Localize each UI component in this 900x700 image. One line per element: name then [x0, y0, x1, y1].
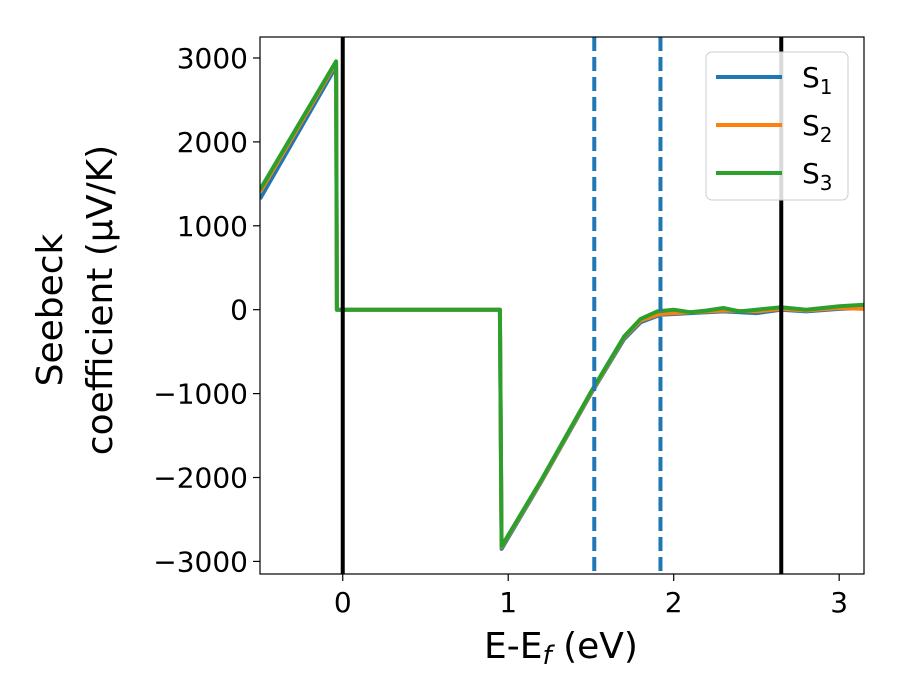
x-tick-label: 3 [830, 586, 848, 619]
x-tick-label: 1 [499, 586, 517, 619]
legend: S1 S2 S3 [705, 51, 849, 201]
legend-label-3: S3 [802, 157, 833, 195]
y-axis-label-line2: coefficient (μV/K) [80, 145, 121, 455]
y-tick-label: −1000 [153, 378, 248, 411]
legend-label-1: S1 [802, 61, 833, 99]
y-tick-label: −3000 [153, 545, 248, 578]
y-tick-label: −2000 [153, 462, 248, 495]
y-tick-label: 1000 [177, 210, 248, 243]
axes: 0 1 2 3 3000 2000 1000 0 −1000 −2000 −3000 [153, 36, 865, 619]
y-tick-label: 3000 [177, 42, 248, 75]
axis-labels: E-Ef (eV) Seebeck coefficient (μV/K) [30, 145, 638, 671]
x-tick-label: 2 [665, 586, 683, 619]
plot-frame [259, 36, 865, 575]
series-line-3 [260, 59, 864, 549]
x-tick-label: 0 [334, 586, 352, 619]
y-tick-label: 0 [230, 294, 248, 327]
y-tick-label: 2000 [177, 126, 248, 159]
x-axis-label: E-Ef (eV) [484, 626, 638, 671]
legend-label-2: S2 [802, 109, 833, 147]
y-axis-label-line1: Seebeck [30, 233, 71, 386]
